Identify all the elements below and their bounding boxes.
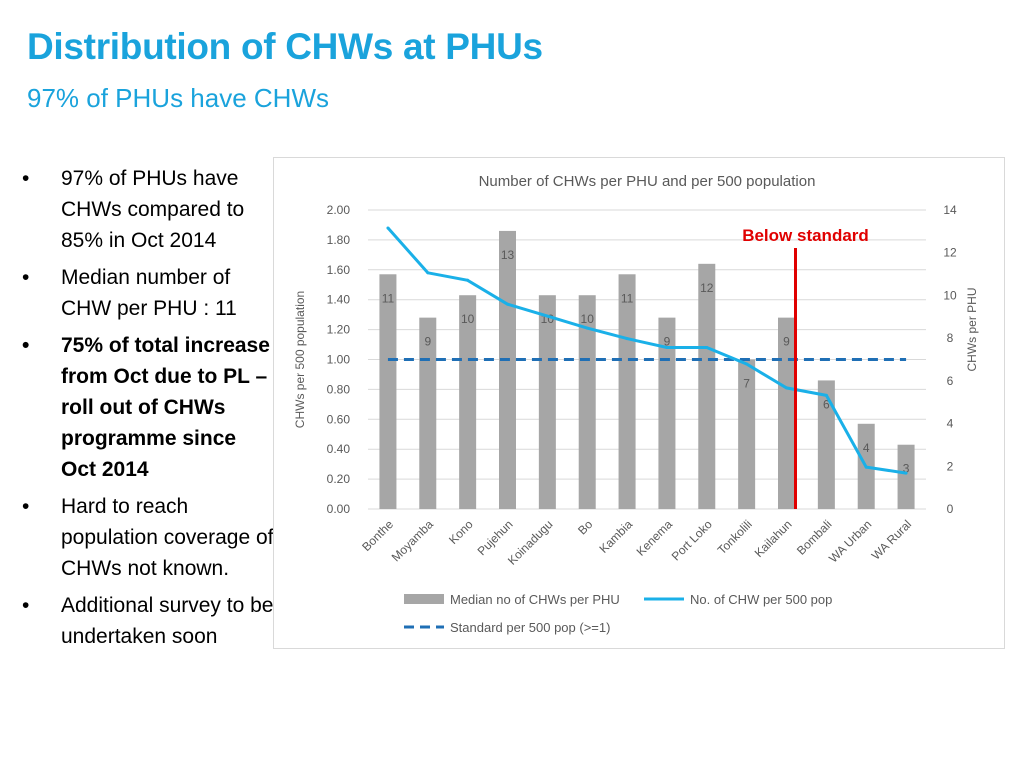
- chart-container: Number of CHWs per PHU and per 500 popul…: [273, 157, 1005, 649]
- x-tick-label: Bonthe: [359, 517, 396, 554]
- bar: [778, 317, 795, 509]
- bar: [698, 263, 716, 509]
- bar: [618, 274, 636, 509]
- bar-data-label: 10: [461, 312, 475, 326]
- line-point: [466, 278, 470, 282]
- y-tick-label: 0.40: [327, 442, 351, 456]
- y2-tick-label: 2: [947, 459, 954, 473]
- bar-data-label: 7: [743, 377, 750, 391]
- bar-data-label: 6: [823, 397, 830, 411]
- bullet-item: • Additional survey to be undertaken soon: [22, 590, 274, 652]
- bar-data-label: 13: [501, 248, 515, 262]
- bullet-text: 97% of PHUs have CHWs compared to 85% in…: [61, 167, 245, 252]
- y-axis-label: CHWs per 500 population: [293, 291, 307, 428]
- line-point: [864, 465, 868, 469]
- bullet-item: • Hard to reach population coverage of CH…: [22, 491, 274, 584]
- line-point: [545, 314, 549, 318]
- line-point: [665, 346, 669, 350]
- bar-data-label: 11: [621, 291, 634, 305]
- legend-swatch-bar: [404, 594, 444, 604]
- x-tick-label: WA Urban: [826, 517, 874, 565]
- bar: [738, 359, 756, 509]
- x-tick-label: Port Loko: [669, 517, 715, 563]
- line-point: [785, 386, 788, 390]
- bullet-text: 75% of total increase from Oct due to PL…: [61, 334, 270, 481]
- bullet-marker: •: [22, 495, 30, 518]
- x-tick-label: WA Rural: [869, 517, 914, 562]
- bar-data-label: 4: [863, 441, 870, 455]
- bullet-text: Hard to reach population coverage of CHW…: [61, 495, 274, 580]
- line-point: [386, 226, 390, 230]
- y-tick-label: 0.00: [327, 502, 351, 516]
- bar: [419, 317, 437, 509]
- y2-tick-label: 6: [947, 374, 954, 388]
- y-tick-label: 1.00: [327, 353, 351, 367]
- bullet-marker: •: [22, 594, 30, 617]
- bullet-item: • 97% of PHUs have CHWs compared to 85% i…: [22, 163, 274, 256]
- x-tick-label: Moyamba: [389, 517, 436, 564]
- line-point: [506, 302, 509, 306]
- bullet-list: • 97% of PHUs have CHWs compared to 85% i…: [22, 163, 274, 658]
- bar-data-label: 9: [424, 335, 431, 349]
- line-point: [625, 337, 629, 341]
- bullet-item: • Median number of CHW per PHU : 11: [22, 262, 274, 324]
- y2-tick-label: 14: [943, 203, 957, 217]
- bar: [379, 274, 397, 509]
- bullet-text: Additional survey to be undertaken soon: [61, 594, 274, 648]
- bar: [459, 295, 477, 509]
- x-tick-label: Kono: [446, 517, 476, 547]
- legend-label: No. of CHW per 500 pop: [690, 592, 832, 607]
- x-tick-label: Kailahun: [752, 517, 795, 560]
- bar: [578, 295, 596, 509]
- y-tick-label: 1.60: [327, 263, 351, 277]
- line-point: [904, 471, 908, 475]
- line-point: [426, 271, 430, 275]
- line-point: [745, 362, 749, 366]
- bar: [897, 444, 915, 509]
- bar-data-label: 10: [581, 312, 595, 326]
- slide-subtitle: 97% of PHUs have CHWs: [27, 83, 329, 113]
- bar-data-label: 11: [382, 291, 395, 305]
- y-tick-label: 1.20: [327, 323, 351, 337]
- y-tick-label: 2.00: [327, 203, 351, 217]
- y2-axis-label: CHWs per PHU: [965, 287, 979, 371]
- legend-label: Standard per 500 pop (>=1): [450, 620, 610, 635]
- line-point: [824, 393, 828, 397]
- y-tick-label: 0.80: [327, 382, 351, 396]
- bullet-text: Median number of CHW per PHU : 11: [61, 266, 237, 320]
- y-tick-label: 0.20: [327, 472, 351, 486]
- bar-data-label: 12: [700, 281, 714, 295]
- combo-chart: Number of CHWs per PHU and per 500 popul…: [293, 173, 979, 635]
- y2-tick-label: 8: [947, 331, 954, 345]
- y2-tick-label: 4: [947, 417, 954, 431]
- x-tick-label: Kambia: [597, 517, 636, 556]
- y-tick-label: 1.40: [327, 293, 351, 307]
- bullet-marker: •: [22, 266, 30, 289]
- x-tick-label: Tonkolili: [715, 517, 755, 557]
- legend-label: Median no of CHWs per PHU: [450, 592, 620, 607]
- chart-title: Number of CHWs per PHU and per 500 popul…: [479, 173, 816, 190]
- x-tick-label: Bo: [575, 517, 596, 538]
- bullet-item: • 75% of total increase from Oct due to P…: [22, 330, 274, 485]
- bar-data-label: 9: [664, 335, 671, 349]
- line-point: [705, 346, 709, 350]
- x-tick-label: Bombali: [794, 517, 835, 558]
- slide-title: Distribution of CHWs at PHUs: [27, 26, 543, 67]
- bar: [538, 295, 556, 509]
- bar-data-label: 9: [783, 335, 790, 349]
- bar-data-label: 3: [903, 462, 910, 476]
- y2-tick-label: 12: [943, 246, 957, 260]
- bullet-marker: •: [22, 167, 30, 190]
- y-tick-label: 1.80: [327, 233, 351, 247]
- line-point: [585, 326, 589, 330]
- below-standard-label: Below standard: [742, 226, 869, 245]
- bar: [817, 380, 835, 509]
- y-tick-label: 0.60: [327, 412, 351, 426]
- chw-per-500-line: [386, 226, 907, 475]
- bar: [658, 317, 676, 509]
- bar: [499, 230, 516, 509]
- bullet-marker: •: [22, 334, 30, 357]
- y2-tick-label: 0: [947, 502, 954, 516]
- y2-tick-label: 10: [943, 288, 957, 302]
